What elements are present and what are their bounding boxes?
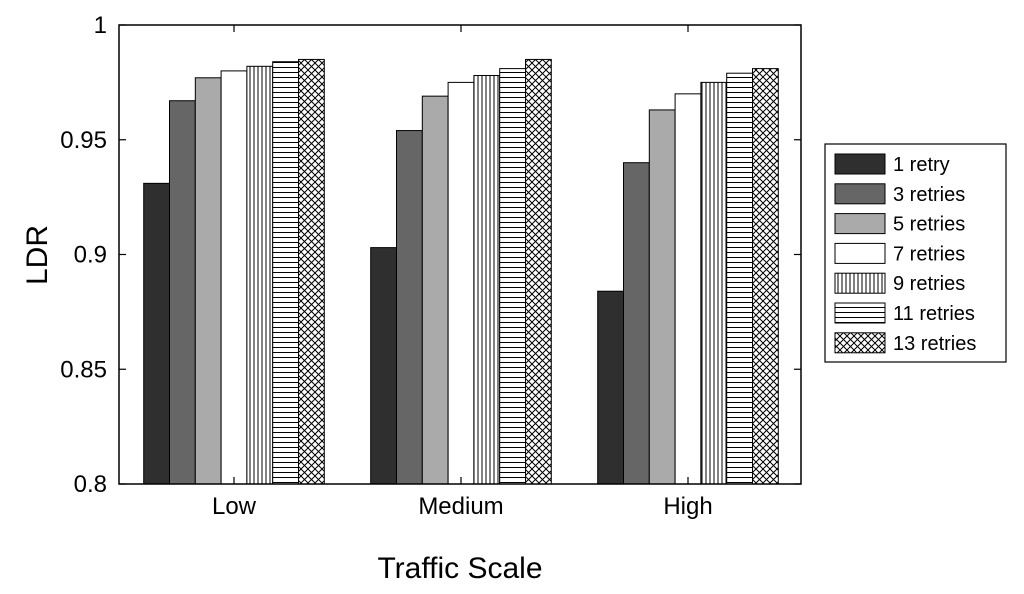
bar-0-6: [298, 58, 325, 485]
x-axis: Low Medium High: [212, 25, 713, 520]
x-axis-title: Traffic Scale: [377, 552, 542, 585]
bar-0-1: [169, 100, 196, 485]
legend: 1 retry 3 retries 5 retries 7 retries 9 retr…: [824, 143, 1007, 363]
legend-label-6: 13 retries: [893, 333, 976, 355]
legend-swatch-0: [834, 153, 886, 175]
bar-2-4: [700, 81, 728, 485]
legend-swatch-1: [834, 183, 886, 205]
y-tick-label-4: 1: [94, 12, 107, 39]
bar-1-3: [447, 81, 475, 485]
legend-swatch-2: [834, 213, 886, 235]
x-tick-label-0: Low: [212, 493, 257, 520]
y-tick-label-3: 0.95: [60, 127, 107, 154]
bar-2-0: [597, 290, 625, 485]
legend-swatch-6: [834, 332, 886, 354]
y-axis-title: LDR: [21, 225, 54, 285]
legend-swatch-4: [834, 272, 886, 294]
bar-2-6: [752, 68, 779, 485]
bar-1-2: [421, 95, 449, 485]
y-axis: 0.8 0.85 0.9 0.95 1: [60, 12, 801, 498]
bar-2-2: [648, 109, 676, 485]
bar-0-3: [220, 70, 248, 485]
legend-label-5: 11 retries: [893, 303, 975, 325]
bar-2-1: [623, 162, 650, 485]
bar-0-2: [194, 77, 222, 485]
legend-swatch-3: [834, 242, 886, 264]
legend-label-2: 5 retries: [893, 214, 965, 236]
legend-label-0: 1 retry: [893, 154, 950, 176]
legend-label-3: 7 retries: [893, 243, 965, 265]
bar-0-0: [143, 182, 170, 485]
bar-1-5: [499, 68, 527, 485]
y-tick-label-1: 0.85: [60, 356, 107, 383]
x-tick-label-1: Medium: [418, 493, 503, 520]
bars-group: [143, 58, 779, 485]
bar-2-5: [726, 72, 754, 485]
y-tick-label-2: 0.9: [74, 242, 107, 269]
bar-0-5: [272, 61, 300, 485]
bar-1-4: [473, 74, 501, 485]
x-tick-label-2: High: [663, 493, 712, 520]
legend-label-1: 3 retries: [893, 184, 965, 206]
bar-1-0: [370, 247, 398, 485]
y-tick-label-0: 0.8: [74, 471, 107, 498]
bar-0-4: [246, 65, 274, 485]
bar-1-6: [525, 58, 552, 485]
bar-2-3: [674, 93, 702, 485]
legend-label-4: 9 retries: [893, 273, 965, 295]
legend-swatch-5: [834, 302, 886, 324]
bar-1-1: [396, 130, 423, 485]
